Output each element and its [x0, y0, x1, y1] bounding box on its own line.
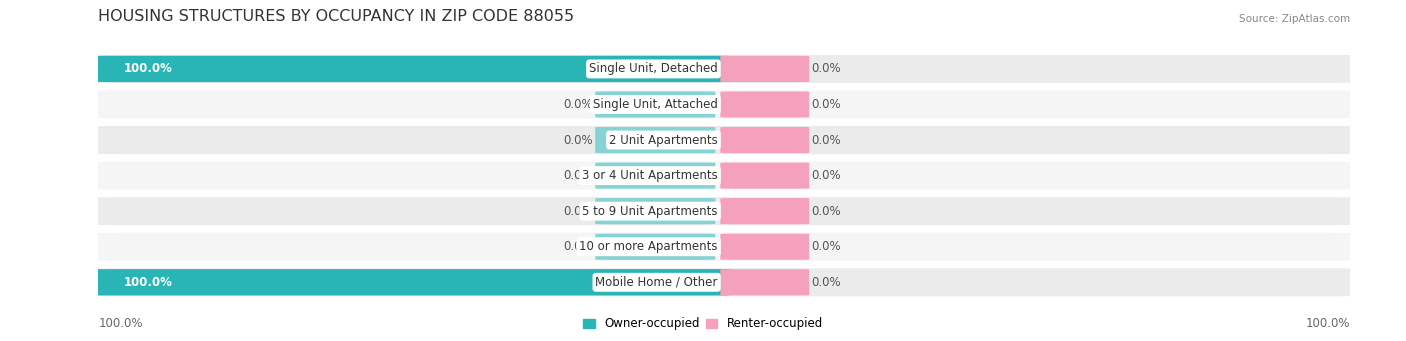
FancyBboxPatch shape — [595, 127, 716, 153]
FancyBboxPatch shape — [93, 232, 1355, 262]
Text: Single Unit, Attached: Single Unit, Attached — [593, 98, 718, 111]
FancyBboxPatch shape — [720, 234, 810, 260]
FancyBboxPatch shape — [595, 163, 716, 189]
Text: Mobile Home / Other: Mobile Home / Other — [596, 276, 718, 289]
Text: 0.0%: 0.0% — [811, 276, 841, 289]
Text: 0.0%: 0.0% — [811, 98, 841, 111]
Text: 0.0%: 0.0% — [562, 169, 593, 182]
Text: Source: ZipAtlas.com: Source: ZipAtlas.com — [1239, 14, 1350, 24]
FancyBboxPatch shape — [93, 161, 1355, 191]
FancyBboxPatch shape — [720, 91, 810, 118]
Text: 0.0%: 0.0% — [811, 62, 841, 75]
Text: 0.0%: 0.0% — [811, 134, 841, 147]
FancyBboxPatch shape — [595, 198, 716, 224]
Text: 5 to 9 Unit Apartments: 5 to 9 Unit Apartments — [582, 205, 718, 218]
FancyBboxPatch shape — [595, 91, 716, 118]
Text: 0.0%: 0.0% — [811, 240, 841, 253]
Text: HOUSING STRUCTURES BY OCCUPANCY IN ZIP CODE 88055: HOUSING STRUCTURES BY OCCUPANCY IN ZIP C… — [98, 9, 575, 24]
FancyBboxPatch shape — [720, 163, 810, 189]
Text: 3 or 4 Unit Apartments: 3 or 4 Unit Apartments — [582, 169, 718, 182]
Text: 2 Unit Apartments: 2 Unit Apartments — [609, 134, 718, 147]
FancyBboxPatch shape — [93, 269, 730, 295]
Text: 100.0%: 100.0% — [124, 276, 173, 289]
Text: 0.0%: 0.0% — [562, 205, 593, 218]
Text: 0.0%: 0.0% — [562, 240, 593, 253]
Text: 0.0%: 0.0% — [811, 205, 841, 218]
Text: 100.0%: 100.0% — [124, 62, 173, 75]
Text: 0.0%: 0.0% — [562, 98, 593, 111]
FancyBboxPatch shape — [720, 198, 810, 224]
Text: 100.0%: 100.0% — [98, 317, 143, 330]
FancyBboxPatch shape — [595, 234, 716, 260]
Text: 100.0%: 100.0% — [1305, 317, 1350, 330]
FancyBboxPatch shape — [93, 196, 1355, 226]
Text: 0.0%: 0.0% — [562, 134, 593, 147]
Text: 0.0%: 0.0% — [811, 169, 841, 182]
Text: 10 or more Apartments: 10 or more Apartments — [579, 240, 718, 253]
FancyBboxPatch shape — [720, 56, 810, 82]
FancyBboxPatch shape — [93, 56, 730, 82]
FancyBboxPatch shape — [93, 267, 1355, 297]
Legend: Owner-occupied, Renter-occupied: Owner-occupied, Renter-occupied — [578, 313, 828, 335]
FancyBboxPatch shape — [93, 125, 1355, 155]
FancyBboxPatch shape — [93, 89, 1355, 120]
FancyBboxPatch shape — [720, 127, 810, 153]
Text: Single Unit, Detached: Single Unit, Detached — [589, 62, 718, 75]
FancyBboxPatch shape — [720, 269, 810, 295]
FancyBboxPatch shape — [93, 54, 1355, 84]
